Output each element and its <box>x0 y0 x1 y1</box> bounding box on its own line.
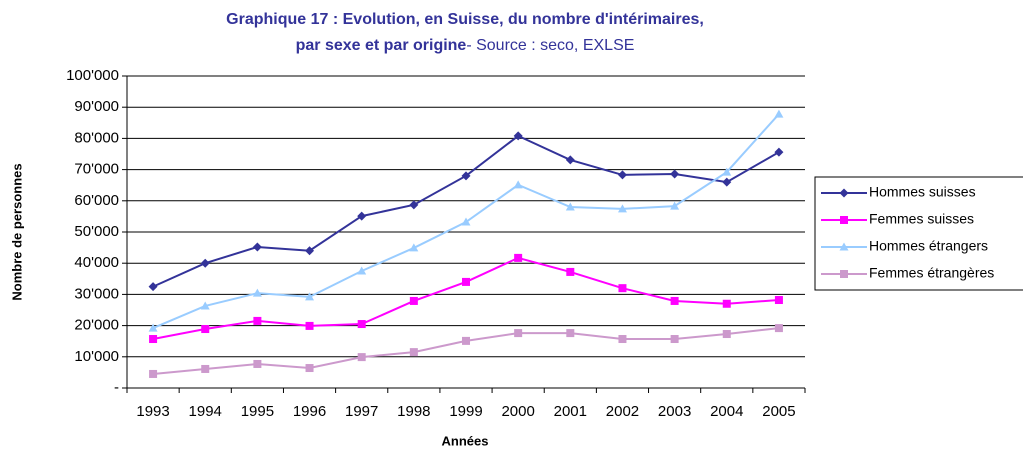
marker <box>409 296 418 305</box>
marker <box>409 243 419 252</box>
x-tick-label: 1998 <box>397 403 430 420</box>
marker <box>774 147 784 157</box>
marker <box>201 325 210 334</box>
y-tick-label: 50'000 <box>74 223 119 240</box>
x-tick-label: 2005 <box>762 403 795 420</box>
y-tick-label: 90'000 <box>74 98 119 115</box>
y-axis-title: Nombre de personnes <box>9 163 24 300</box>
y-tick-label: 80'000 <box>74 129 119 146</box>
marker <box>670 201 680 210</box>
marker <box>149 369 158 378</box>
marker <box>774 296 783 305</box>
marker <box>461 171 471 181</box>
marker <box>462 277 470 286</box>
marker <box>617 204 627 213</box>
marker <box>722 177 732 187</box>
marker <box>565 202 575 211</box>
series-line <box>152 327 780 375</box>
marker <box>305 364 314 373</box>
marker <box>200 258 210 268</box>
marker <box>252 242 262 252</box>
marker <box>409 348 418 357</box>
x-tick-label: 1994 <box>189 403 222 420</box>
marker <box>357 320 366 329</box>
marker <box>305 246 315 256</box>
marker <box>618 284 627 293</box>
marker <box>514 253 523 262</box>
marker <box>722 167 732 176</box>
source: - Source : seco, EXLSE <box>466 37 634 54</box>
marker <box>253 316 262 325</box>
marker <box>148 282 158 292</box>
series-line <box>152 134 780 288</box>
marker <box>722 330 731 339</box>
y-tick-label: 10'000 <box>74 348 119 365</box>
marker <box>840 216 848 224</box>
marker <box>513 180 523 189</box>
y-tick-label: - <box>114 379 119 396</box>
marker <box>409 200 419 210</box>
x-tick-label: 2001 <box>554 403 587 420</box>
marker <box>200 301 210 310</box>
marker <box>148 323 158 332</box>
marker <box>774 109 784 118</box>
marker <box>566 329 575 338</box>
marker <box>513 131 523 141</box>
x-tick-label: 1999 <box>449 403 482 420</box>
marker <box>252 288 262 297</box>
x-tick-label: 2003 <box>658 403 691 420</box>
marker <box>149 335 158 344</box>
x-tick-label: 1995 <box>241 403 274 420</box>
marker <box>840 270 848 278</box>
y-tick-label: 70'000 <box>74 161 119 178</box>
legend-label: Hommes étrangers <box>869 238 988 254</box>
x-tick-label: 1993 <box>136 403 169 420</box>
marker <box>774 324 783 333</box>
marker <box>565 155 575 165</box>
x-tick-label: 1996 <box>293 403 326 420</box>
marker <box>670 169 680 179</box>
legend-box <box>814 176 1023 291</box>
marker <box>357 353 366 362</box>
x-tick-label: 2002 <box>606 403 639 420</box>
y-tick-label: 100'000 <box>66 67 119 84</box>
marker <box>566 267 575 276</box>
marker <box>839 242 849 251</box>
chart-title-line: par sexe et par origine- Source : seco, … <box>296 37 635 54</box>
marker <box>357 211 367 221</box>
marker <box>305 321 314 330</box>
marker <box>617 170 627 180</box>
marker <box>722 299 731 308</box>
legend-label: Hommes suisses <box>869 184 976 200</box>
x-tick-label: 2004 <box>710 403 743 420</box>
chart-title: Graphique 17 : Evolution, en Suisse, du … <box>226 11 704 28</box>
marker <box>305 292 315 301</box>
x-tick-label: 1997 <box>345 403 378 420</box>
marker <box>670 335 679 344</box>
legend-label: Femmes étrangères <box>869 265 994 281</box>
marker <box>253 359 262 368</box>
marker <box>618 335 627 344</box>
y-tick-label: 40'000 <box>74 254 119 271</box>
x-axis-title: Années <box>442 433 489 448</box>
marker <box>201 364 210 373</box>
x-tick-label: 2000 <box>501 403 534 420</box>
y-tick-label: 60'000 <box>74 192 119 209</box>
legend-label: Femmes suisses <box>869 211 974 227</box>
y-tick-label: 30'000 <box>74 285 119 302</box>
y-tick-label: 20'000 <box>74 317 119 334</box>
marker <box>462 336 470 345</box>
series-line <box>152 256 779 340</box>
marker <box>461 217 471 226</box>
marker <box>357 266 367 275</box>
marker <box>670 296 679 305</box>
marker <box>839 188 849 198</box>
marker <box>514 329 523 338</box>
chart-title: par sexe et par origine <box>296 37 467 54</box>
